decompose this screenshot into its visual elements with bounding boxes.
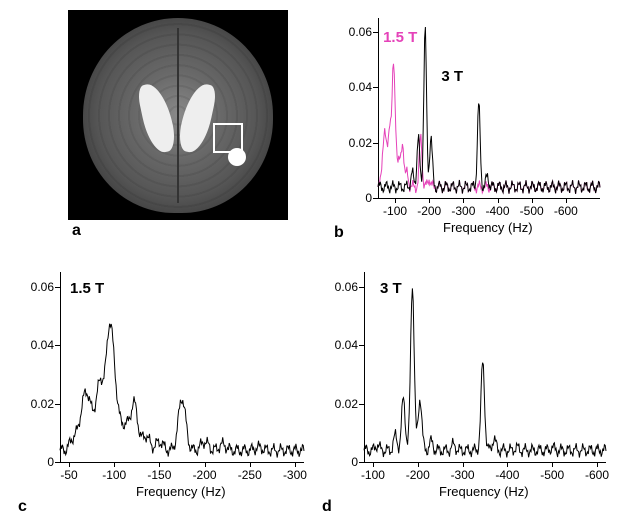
midline	[177, 28, 179, 204]
x-tick	[552, 462, 553, 467]
x-tick-label: -200	[417, 204, 441, 218]
panel-label-a: a	[72, 222, 81, 240]
x-tick	[159, 462, 160, 467]
panel-label-d: d	[322, 498, 332, 516]
panel-label-c: c	[18, 498, 27, 516]
y-tick	[55, 462, 60, 463]
x-tick	[597, 462, 598, 467]
x-tick-label: -100	[102, 468, 126, 482]
x-tick	[532, 198, 533, 203]
series-label-3t: 3 T	[441, 68, 463, 85]
x-axis-label: Frequency (Hz)	[136, 484, 226, 499]
chart-svg	[60, 272, 304, 462]
x-tick-label: -600	[585, 468, 609, 482]
y-tick	[373, 198, 378, 199]
y-tick-label: 0.06	[342, 25, 372, 39]
panel-b: 0 0.02 0.04 0.06 -100 -200 -300 -400 -500 -600 Fre…	[340, 8, 608, 240]
y-tick	[359, 462, 364, 463]
x-tick	[507, 462, 508, 467]
y-tick-label: 0	[24, 455, 54, 469]
brain-outline	[83, 18, 273, 213]
panel-d-label: 3 T	[380, 280, 402, 297]
spectrum-s3T	[378, 27, 600, 194]
spectrum-s3T	[364, 288, 606, 457]
x-tick	[295, 462, 296, 467]
panel-c-label: 1.5 T	[70, 280, 104, 297]
x-tick-label: -200	[193, 468, 217, 482]
x-tick-label: -200	[406, 468, 430, 482]
x-axis	[364, 462, 606, 463]
panel-d: 0 0.02 0.04 0.06 -100 -200 -300 -400 -500 -600 Fre…	[326, 262, 614, 517]
x-tick	[373, 462, 374, 467]
y-tick-label: 0.06	[328, 280, 358, 294]
x-tick	[429, 198, 430, 203]
x-tick-label: -300	[283, 468, 307, 482]
chart-svg	[364, 272, 606, 462]
spectrum-s1_5T	[60, 324, 304, 458]
y-tick-label: 0.04	[328, 338, 358, 352]
y-tick-label: 0.04	[24, 338, 54, 352]
panel-c: 0 0.02 0.04 0.06 -50 -100 -150 -200 -250 -300 Freq…	[22, 262, 312, 517]
x-axis	[60, 462, 304, 463]
y-tick-label: 0	[328, 455, 358, 469]
x-axis-label: Frequency (Hz)	[439, 484, 529, 499]
y-tick-label: 0.02	[24, 397, 54, 411]
x-tick	[114, 462, 115, 467]
y-tick-label: 0.06	[24, 280, 54, 294]
y-tick-label: 0.02	[342, 136, 372, 150]
x-tick-label: -500	[540, 468, 564, 482]
y-tick-label: 0.04	[342, 80, 372, 94]
x-tick-label: -500	[520, 204, 544, 218]
x-tick	[250, 462, 251, 467]
series-label-1-5t: 1.5 T	[383, 29, 417, 46]
x-tick	[418, 462, 419, 467]
x-tick-label: -300	[451, 204, 475, 218]
panel-label-b: b	[334, 224, 344, 242]
x-tick-label: -50	[60, 468, 77, 482]
x-tick	[205, 462, 206, 467]
x-tick-label: -150	[147, 468, 171, 482]
x-tick	[395, 198, 396, 203]
y-tick-label: 0	[342, 191, 372, 205]
mri-image	[68, 10, 288, 220]
x-tick-label: -250	[238, 468, 262, 482]
x-tick-label: -100	[383, 204, 407, 218]
x-tick	[566, 198, 567, 203]
x-tick-label: -100	[361, 468, 385, 482]
y-tick-label: 0.02	[328, 397, 358, 411]
x-tick-label: -400	[486, 204, 510, 218]
x-tick-label: -300	[451, 468, 475, 482]
x-tick-label: -400	[495, 468, 519, 482]
x-tick	[498, 198, 499, 203]
x-tick	[463, 462, 464, 467]
voxel-box	[213, 123, 243, 153]
x-tick	[69, 462, 70, 467]
x-axis-label: Frequency (Hz)	[443, 220, 533, 235]
x-tick-label: -600	[554, 204, 578, 218]
x-tick	[463, 198, 464, 203]
